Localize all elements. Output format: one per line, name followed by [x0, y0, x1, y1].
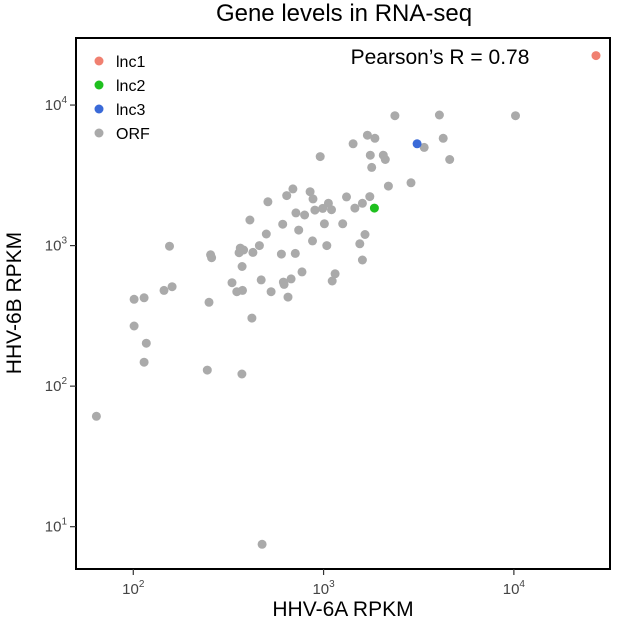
point-orf [330, 269, 340, 279]
point-orf [139, 357, 149, 367]
point-orf [282, 191, 292, 201]
point-orf [355, 239, 365, 249]
point-orf [129, 321, 139, 331]
point-orf [350, 203, 360, 213]
point-orf [256, 275, 266, 285]
point-orf [434, 110, 444, 120]
point-orf [254, 241, 264, 251]
point-orf [438, 133, 448, 143]
point-orf [300, 210, 310, 220]
point-orf [276, 249, 286, 259]
y-tick-label: 102 [45, 376, 68, 395]
point-orf [445, 155, 455, 164]
point-orf [365, 150, 375, 160]
point-orf [261, 229, 271, 239]
point-orf [167, 282, 177, 292]
x-tick-label: 103 [312, 579, 335, 598]
plot-frame [75, 37, 611, 570]
point-orf [308, 236, 317, 246]
legend-label-orf: ORF [116, 126, 150, 143]
point-orf [327, 205, 336, 215]
point-orf [305, 187, 315, 197]
point-orf [380, 155, 390, 164]
chart-title: Gene levels in RNA-seq [216, 0, 472, 27]
point-orf [348, 139, 358, 149]
point-orf [383, 181, 393, 191]
point-orf [278, 219, 288, 229]
point-orf [390, 111, 400, 121]
y-tick-label: 101 [45, 517, 68, 536]
point-orf [327, 276, 337, 286]
point-orf [165, 241, 174, 251]
point-orf [204, 297, 214, 307]
point-orf [286, 274, 296, 284]
point-orf [322, 241, 332, 251]
point-orf [129, 294, 139, 304]
point-orf [357, 255, 367, 265]
x-tick-label: 104 [503, 579, 526, 598]
point-orf [419, 142, 429, 152]
point-orf [279, 279, 289, 289]
x-axis-label: HHV-6A RPKM [272, 598, 413, 621]
x-tick-label: 102 [122, 579, 145, 598]
point-orf [139, 293, 149, 303]
point-orf [310, 205, 320, 215]
legend-label-lnc1: lnc1 [116, 54, 145, 71]
point-orf [365, 192, 375, 202]
point-orf [291, 208, 301, 218]
legend-label-lnc3: lnc3 [116, 102, 145, 119]
point-orf [247, 313, 257, 323]
correlation-annotation: Pearson’s R = 0.78 [351, 46, 530, 69]
point-orf [288, 184, 298, 194]
point-orf [283, 292, 293, 302]
y-axis-label: HHV-6B RPKM [3, 232, 26, 374]
y-tick-label: 103 [45, 236, 68, 255]
point-orf [266, 287, 276, 297]
point-orf [511, 111, 520, 121]
point-orf [294, 225, 304, 235]
point-orf [308, 194, 318, 204]
point-orf [238, 285, 247, 295]
point-orf [319, 219, 329, 229]
x-axis-ticks: 102 103 104 [122, 569, 525, 598]
legend-key-lnc2 [94, 80, 104, 90]
legend-label-lnc2: lnc2 [116, 78, 145, 95]
point-orf [367, 162, 377, 172]
data-points [91, 51, 601, 549]
y-tick-label: 104 [45, 95, 68, 114]
point-orf [257, 539, 267, 549]
legend-key-lnc3 [94, 104, 104, 114]
point-orf [91, 411, 101, 421]
y-axis-ticks: 101 102 103 104 [45, 95, 76, 536]
point-orf [159, 285, 169, 295]
point-orf [237, 369, 247, 379]
point-orf [362, 130, 372, 140]
point-orf [202, 365, 212, 375]
point-orf [297, 267, 307, 277]
point-orf [357, 198, 367, 208]
point-orf [290, 248, 300, 258]
legend-key-lnc1 [94, 56, 104, 66]
point-lnc2 [369, 203, 379, 213]
point-lnc1 [591, 51, 601, 61]
point-orf [263, 197, 273, 207]
legend-key-orf [94, 128, 104, 138]
point-orf [315, 152, 325, 162]
point-orf [248, 247, 258, 257]
legend: lnc1 lnc2 lnc3 ORF [94, 54, 150, 143]
point-orf [207, 253, 217, 263]
point-orf [360, 230, 370, 239]
point-orf [370, 133, 380, 143]
point-orf [245, 215, 255, 225]
point-orf [141, 338, 151, 348]
point-orf [406, 178, 416, 188]
point-orf [338, 219, 348, 229]
point-orf [237, 262, 247, 271]
point-orf [227, 278, 237, 288]
point-orf [239, 245, 249, 255]
point-orf [342, 192, 351, 202]
point-lnc3 [412, 139, 422, 149]
